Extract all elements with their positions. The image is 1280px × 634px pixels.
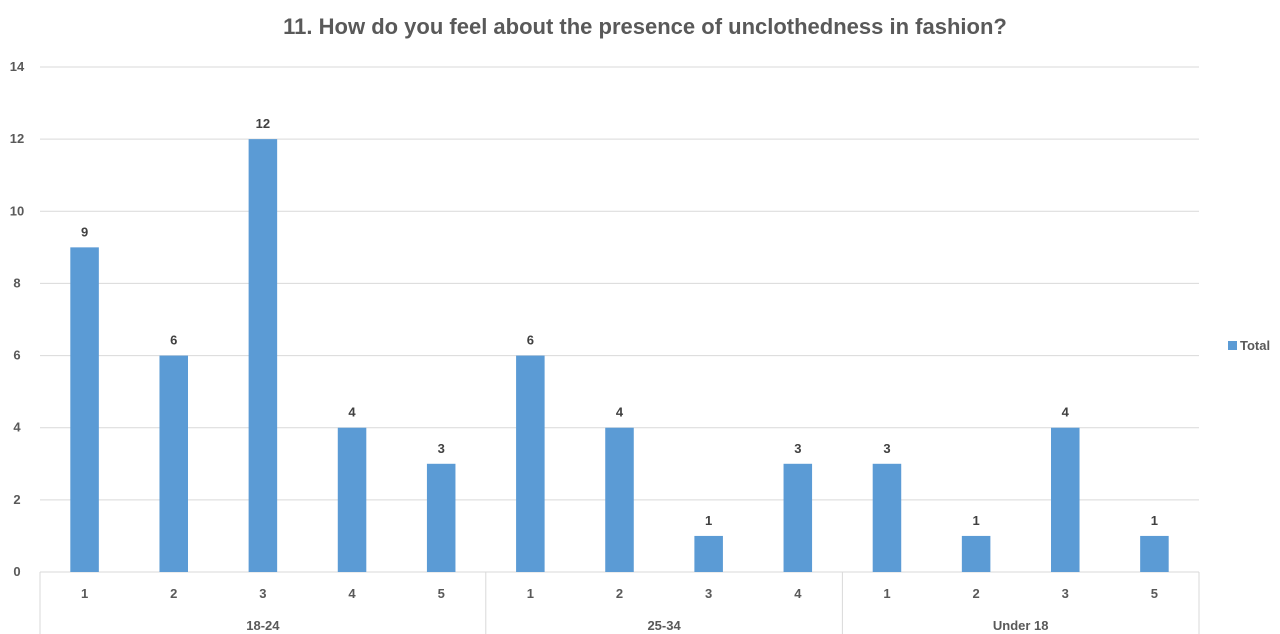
legend: Total	[1228, 338, 1270, 353]
data-label: 6	[170, 333, 177, 348]
data-label: 1	[972, 513, 979, 528]
y-tick-label: 6	[13, 348, 20, 363]
legend-swatch	[1228, 341, 1237, 350]
data-label: 3	[438, 441, 445, 456]
x-tick-label: 5	[438, 586, 445, 601]
data-label: 4	[1062, 405, 1070, 420]
bar	[961, 535, 991, 572]
data-label: 4	[616, 405, 624, 420]
legend-label: Total	[1240, 338, 1271, 353]
y-tick-label: 8	[13, 275, 20, 290]
data-label: 3	[883, 441, 890, 456]
x-tick-label: 4	[348, 586, 356, 601]
chart-title: 11. How do you feel about the presence o…	[283, 14, 1007, 39]
y-tick-label: 4	[13, 420, 21, 435]
data-label: 9	[81, 224, 88, 239]
x-tick-label: 4	[794, 586, 802, 601]
x-tick-label: 5	[1151, 586, 1158, 601]
y-tick-label: 10	[10, 203, 24, 218]
bars	[70, 139, 1169, 572]
bar	[605, 427, 634, 572]
bar	[694, 535, 723, 572]
data-label: 12	[256, 116, 270, 131]
bar	[872, 463, 902, 572]
bar	[1051, 427, 1080, 572]
data-label: 6	[527, 333, 534, 348]
bar	[426, 463, 456, 572]
x-tick-label: 1	[527, 586, 534, 601]
bar	[248, 139, 278, 572]
x-tick-label: 3	[1062, 586, 1069, 601]
y-tick-label: 12	[10, 131, 24, 146]
group-label: 25-34	[647, 618, 681, 633]
x-tick-label: 2	[616, 586, 623, 601]
y-tick-label: 0	[13, 564, 20, 579]
y-tick-label: 14	[10, 59, 25, 74]
y-tick-label: 2	[13, 492, 20, 507]
x-tick-label: 2	[972, 586, 979, 601]
x-tick-label: 3	[259, 586, 266, 601]
data-label: 4	[348, 405, 356, 420]
labels: 024681012149162123443518-246142133425-34…	[10, 59, 1158, 633]
x-tick-label: 1	[81, 586, 88, 601]
bar	[516, 355, 545, 572]
data-label: 1	[1151, 513, 1158, 528]
group-label: Under 18	[993, 618, 1049, 633]
group-label: 18-24	[246, 618, 280, 633]
bar	[159, 355, 188, 572]
bar	[1140, 535, 1169, 572]
bar	[337, 427, 367, 572]
bar	[783, 463, 813, 572]
x-tick-label: 2	[170, 586, 177, 601]
data-label: 1	[705, 513, 712, 528]
bar	[70, 247, 99, 572]
x-tick-label: 1	[883, 586, 890, 601]
data-label: 3	[794, 441, 801, 456]
x-tick-label: 3	[705, 586, 712, 601]
